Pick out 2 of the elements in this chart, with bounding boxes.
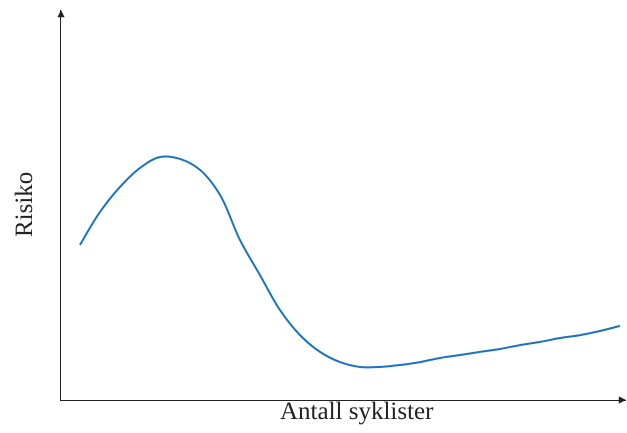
y-axis-title: Risiko <box>11 172 38 237</box>
x-axis-title: Antall syklister <box>280 398 434 425</box>
